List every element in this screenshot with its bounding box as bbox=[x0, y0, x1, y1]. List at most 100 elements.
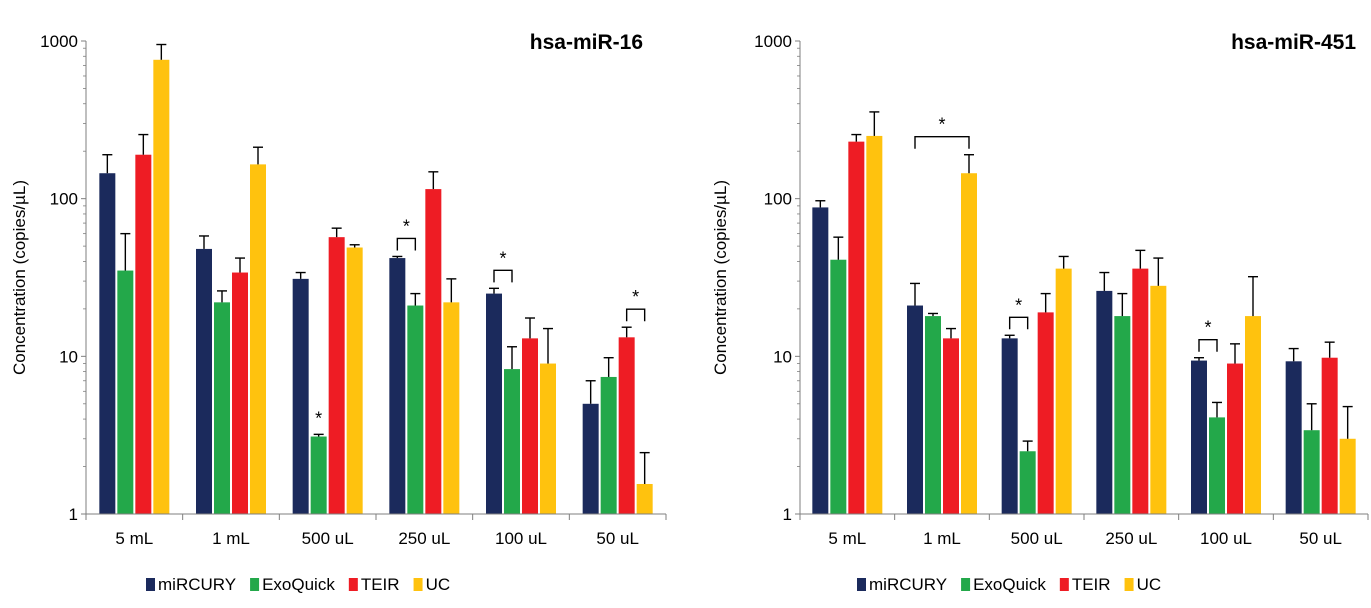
bar-uc-5 bbox=[540, 363, 556, 514]
bar-exoquick-4 bbox=[1114, 316, 1131, 514]
bar-teir-4 bbox=[1132, 268, 1149, 514]
legend-swatch-uc bbox=[1124, 578, 1134, 591]
y-tick-label: 100 bbox=[50, 190, 78, 209]
bar-mircury-2 bbox=[196, 248, 212, 514]
significance-star: * bbox=[315, 408, 322, 428]
y-axis-label: Concentration (copies/µL) bbox=[711, 180, 730, 375]
significance-star: * bbox=[499, 248, 506, 268]
significance-bracket bbox=[625, 308, 646, 322]
bar-mircury-4 bbox=[389, 258, 406, 514]
significance-star: * bbox=[938, 115, 945, 135]
bar-exoquick-2 bbox=[925, 316, 941, 514]
chart-title: hsa-miR-16 bbox=[530, 31, 643, 54]
bar-teir-1 bbox=[848, 141, 865, 514]
y-tick-label: 1 bbox=[69, 505, 78, 524]
bar-teir-2 bbox=[943, 338, 959, 514]
significance-bracket bbox=[1198, 339, 1218, 352]
significance-star: * bbox=[1015, 295, 1022, 315]
bar-teir-3 bbox=[328, 237, 345, 515]
bar-exoquick-5 bbox=[1209, 417, 1225, 514]
x-tick-label: 5 mL bbox=[115, 529, 153, 548]
bar-exoquick-5 bbox=[504, 369, 520, 514]
bar-uc-1 bbox=[153, 59, 170, 515]
chart-panel-2: 1 10 100 1000 5 mL 1 mL 500 uL 250 uL 100 uL 50 u… bbox=[711, 31, 1369, 594]
y-tick-label: 10 bbox=[59, 347, 78, 366]
legend-label-teir: TEIR bbox=[1072, 575, 1111, 594]
bar-teir-2 bbox=[232, 272, 248, 514]
bar-uc-2 bbox=[250, 164, 266, 514]
legend-label-exoquick: ExoQuick bbox=[262, 575, 335, 594]
legend-swatch-mircury bbox=[857, 578, 866, 591]
bar-mircury-5 bbox=[486, 293, 502, 514]
significance-star: * bbox=[632, 287, 639, 307]
bar-uc-4 bbox=[443, 302, 460, 514]
x-tick-label: 250 uL bbox=[398, 529, 450, 548]
significance-star: * bbox=[1204, 318, 1211, 338]
significance-bracket bbox=[1008, 316, 1029, 330]
y-tick-label: 1000 bbox=[754, 32, 792, 51]
bar-teir-4 bbox=[425, 189, 442, 515]
legend-swatch-exoquick bbox=[250, 578, 260, 591]
legend-label-uc: UC bbox=[426, 575, 451, 594]
bar-exoquick-1 bbox=[830, 259, 847, 514]
y-tick-label: 10 bbox=[773, 347, 792, 366]
x-tick-label: 100 uL bbox=[495, 529, 547, 548]
x-tick-label: 500 uL bbox=[1011, 529, 1063, 548]
legend-label-mircury: miRCURY bbox=[158, 575, 236, 594]
bar-exoquick-3 bbox=[1019, 451, 1036, 514]
x-tick-label: 1 mL bbox=[212, 529, 250, 548]
x-tick-label: 50 uL bbox=[1299, 529, 1342, 548]
bar-exoquick-4 bbox=[407, 305, 424, 514]
y-axis-label: Concentration (copies/µL) bbox=[10, 180, 29, 375]
bar-exoquick-6 bbox=[1303, 430, 1320, 514]
y-tick-label: 100 bbox=[764, 190, 792, 209]
bar-uc-5 bbox=[1245, 316, 1261, 514]
bar-uc-1 bbox=[866, 135, 883, 514]
bar-teir-5 bbox=[1227, 363, 1243, 514]
bar-exoquick-1 bbox=[117, 270, 134, 514]
legend-swatch-teir bbox=[1059, 578, 1069, 591]
bar-exoquick-2 bbox=[214, 302, 230, 514]
legend-label-exoquick: ExoQuick bbox=[973, 575, 1046, 594]
bar-teir-6 bbox=[1321, 357, 1338, 514]
bar-mircury-6 bbox=[582, 403, 599, 514]
bar-mircury-6 bbox=[1285, 361, 1302, 514]
bar-mircury-3 bbox=[1001, 338, 1018, 514]
chart-title: hsa-miR-451 bbox=[1231, 31, 1356, 54]
x-tick-label: 250 uL bbox=[1105, 529, 1157, 548]
bar-mircury-4 bbox=[1096, 290, 1113, 514]
bar-uc-6 bbox=[636, 483, 653, 514]
bar-exoquick-3 bbox=[310, 436, 327, 514]
legend-label-teir: TEIR bbox=[361, 575, 400, 594]
chart-panel-1: 1 10 100 1000 5 mL 1 mL 500 uL 250 uL 100 uL 50 u… bbox=[10, 31, 667, 594]
x-tick-label: 5 mL bbox=[828, 529, 866, 548]
significance-star: * bbox=[403, 216, 410, 236]
legend-swatch-uc bbox=[413, 578, 423, 591]
bar-uc-3 bbox=[346, 247, 363, 514]
legend-label-uc: UC bbox=[1137, 575, 1162, 594]
bar-exoquick-6 bbox=[600, 376, 617, 514]
bar-mircury-5 bbox=[1191, 360, 1207, 514]
x-tick-label: 50 uL bbox=[596, 529, 639, 548]
bar-mircury-2 bbox=[907, 305, 923, 514]
bar-uc-3 bbox=[1055, 268, 1072, 514]
bar-uc-4 bbox=[1150, 285, 1167, 514]
bar-mircury-1 bbox=[99, 173, 116, 514]
legend-label-mircury: miRCURY bbox=[869, 575, 947, 594]
bar-uc-2 bbox=[961, 173, 977, 514]
bar-teir-3 bbox=[1037, 312, 1054, 514]
x-tick-label: 100 uL bbox=[1200, 529, 1252, 548]
y-tick-label: 1000 bbox=[40, 32, 78, 51]
bar-teir-5 bbox=[522, 338, 538, 514]
bar-teir-6 bbox=[618, 337, 635, 514]
bar-uc-6 bbox=[1339, 438, 1356, 514]
significance-bracket bbox=[914, 136, 970, 149]
y-tick-label: 1 bbox=[783, 505, 792, 524]
significance-bracket bbox=[396, 237, 417, 251]
legend-swatch-mircury bbox=[146, 578, 155, 591]
x-tick-label: 1 mL bbox=[923, 529, 961, 548]
bar-mircury-1 bbox=[812, 207, 829, 514]
significance-bracket bbox=[493, 269, 513, 283]
